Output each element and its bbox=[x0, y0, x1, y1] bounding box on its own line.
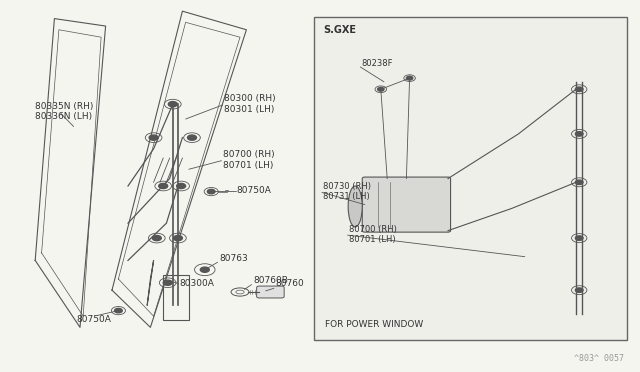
Circle shape bbox=[159, 183, 168, 189]
Text: 80763: 80763 bbox=[219, 254, 248, 263]
Circle shape bbox=[378, 87, 384, 91]
Circle shape bbox=[149, 135, 158, 140]
Circle shape bbox=[168, 102, 177, 107]
Text: 80750A: 80750A bbox=[77, 315, 111, 324]
Text: 80238F: 80238F bbox=[362, 59, 393, 68]
Circle shape bbox=[575, 236, 583, 240]
Circle shape bbox=[163, 280, 172, 285]
Ellipse shape bbox=[348, 186, 362, 227]
Text: 80760B: 80760B bbox=[253, 276, 288, 285]
Text: 80700 (RH)
80701 (LH): 80700 (RH) 80701 (LH) bbox=[349, 225, 397, 244]
Circle shape bbox=[575, 288, 583, 292]
Circle shape bbox=[188, 135, 196, 140]
Circle shape bbox=[406, 76, 413, 80]
Circle shape bbox=[575, 132, 583, 136]
Text: ^803^ 0057: ^803^ 0057 bbox=[574, 354, 624, 363]
Text: FOR POWER WINDOW: FOR POWER WINDOW bbox=[325, 320, 424, 329]
Bar bbox=[163, 275, 189, 320]
Text: 80300 (RH)
80301 (LH): 80300 (RH) 80301 (LH) bbox=[224, 94, 276, 114]
Circle shape bbox=[115, 308, 122, 313]
Text: 80335N (RH)
80336N (LH): 80335N (RH) 80336N (LH) bbox=[35, 102, 93, 121]
Circle shape bbox=[177, 183, 186, 189]
FancyBboxPatch shape bbox=[257, 286, 284, 298]
Text: 80760: 80760 bbox=[275, 279, 304, 288]
Circle shape bbox=[200, 267, 209, 272]
Bar bbox=[314, 17, 627, 340]
Text: 80730 (RH)
80731 (LH): 80730 (RH) 80731 (LH) bbox=[323, 182, 371, 201]
Circle shape bbox=[152, 235, 161, 241]
Circle shape bbox=[575, 180, 583, 185]
Circle shape bbox=[575, 87, 583, 92]
Text: S.GXE: S.GXE bbox=[323, 25, 356, 35]
Circle shape bbox=[207, 189, 215, 194]
Text: 80300A: 80300A bbox=[179, 279, 214, 288]
Text: 80700 (RH)
80701 (LH): 80700 (RH) 80701 (LH) bbox=[223, 150, 275, 170]
Text: 80750A: 80750A bbox=[237, 186, 271, 195]
FancyBboxPatch shape bbox=[362, 177, 451, 232]
Circle shape bbox=[173, 235, 182, 241]
